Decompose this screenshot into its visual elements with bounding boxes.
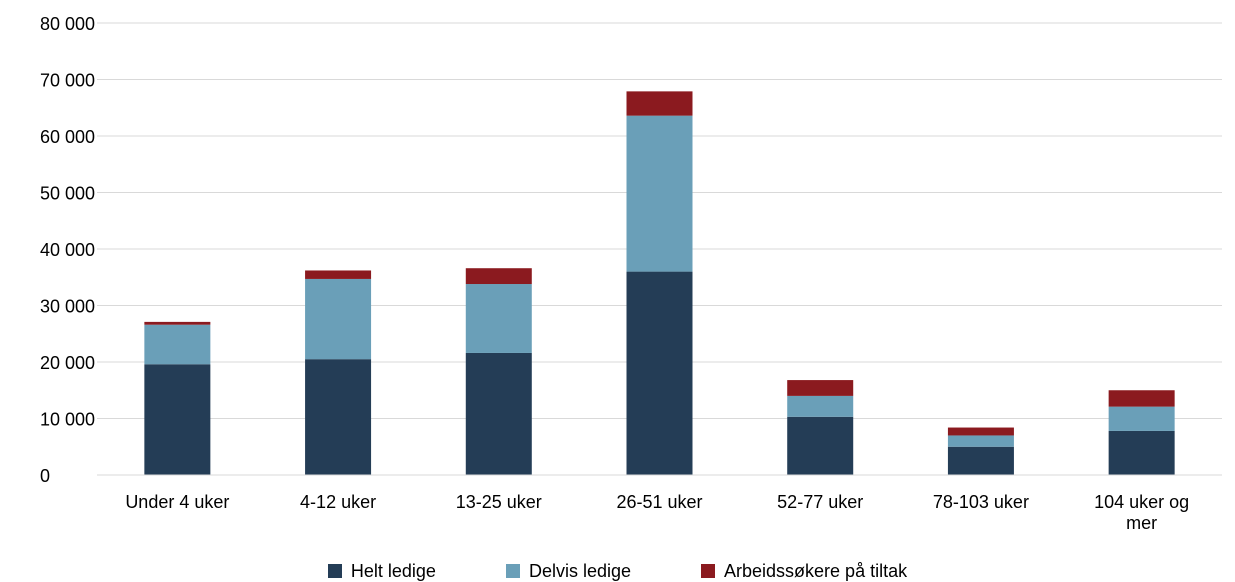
y-tick-label: 10 000: [40, 410, 95, 430]
legend-label-arbeidssokere-pa-tiltak: Arbeidssøkere på tiltak: [724, 560, 908, 581]
legend-swatch-helt-ledige: [327, 564, 342, 578]
bar-segment: [144, 324, 211, 365]
legend-item-helt-ledige: Helt ledige: [327, 560, 436, 581]
bars: [144, 91, 1175, 475]
legend-label-delvis-ledige: Delvis ledige: [528, 560, 632, 581]
bar-segment: [465, 268, 532, 285]
bar-segment: [1108, 390, 1175, 407]
chart-svg: 0 10 000 20 000 30 000 40 000 50 000 60 000 70 …: [40, 14, 1222, 533]
x-tick-label: 78-103 uker: [933, 492, 1029, 512]
x-tick-label: mer: [1126, 513, 1157, 533]
y-tick-label: 0: [40, 466, 50, 486]
axes: 0 10 000 20 000 30 000 40 000 50 000 60 000 70 …: [40, 14, 1222, 533]
bar-segment: [947, 435, 1014, 447]
x-tick-label: 52-77 uker: [777, 492, 863, 512]
bar-segment: [626, 115, 693, 272]
x-tick-label: 26-51 uker: [616, 492, 702, 512]
x-tick-label: 4-12 uker: [300, 492, 376, 512]
y-tick-label: 50 000: [40, 184, 95, 204]
y-tick-label: 30 000: [40, 297, 95, 317]
bar-segment: [305, 359, 372, 475]
bar-segment: [144, 321, 211, 325]
legend-label-helt-ledige: Helt ledige: [350, 560, 436, 581]
bar-segment: [787, 395, 854, 417]
x-tick-label: 13-25 uker: [456, 492, 542, 512]
bar-segment: [626, 271, 693, 475]
bar-segment: [305, 270, 372, 279]
bar-segment: [144, 364, 211, 475]
bar-segment: [1108, 406, 1175, 431]
bar-segment: [465, 352, 532, 475]
bar-segment: [465, 284, 532, 353]
y-tick-label: 80 000: [40, 14, 95, 34]
y-tick-label: 70 000: [40, 71, 95, 91]
legend-item-arbeidssokere-pa-tiltak: Arbeidssøkere på tiltak: [701, 561, 907, 581]
bar-segment: [1108, 430, 1175, 475]
y-tick-label: 60 000: [40, 127, 95, 147]
y-tick-label: 20 000: [40, 353, 95, 373]
legend: Helt ledige Delvis ledige Arbeidssøkere …: [0, 561, 1235, 581]
bar-segment: [947, 427, 1014, 436]
bar-segment: [787, 380, 854, 396]
legend-swatch-delvis-ledige: [505, 564, 520, 578]
bar-segment: [305, 278, 372, 360]
x-tick-label: Under 4 uker: [125, 492, 229, 512]
bar-segment: [947, 446, 1014, 475]
bar-segment: [626, 91, 693, 116]
bar-segment: [787, 416, 854, 475]
legend-swatch-arbeidssokere-pa-tiltak: [701, 564, 716, 578]
legend-item-delvis-ledige: Delvis ledige: [505, 560, 632, 581]
y-tick-label: 40 000: [40, 240, 95, 260]
x-tick-label: 104 uker og: [1094, 492, 1189, 512]
